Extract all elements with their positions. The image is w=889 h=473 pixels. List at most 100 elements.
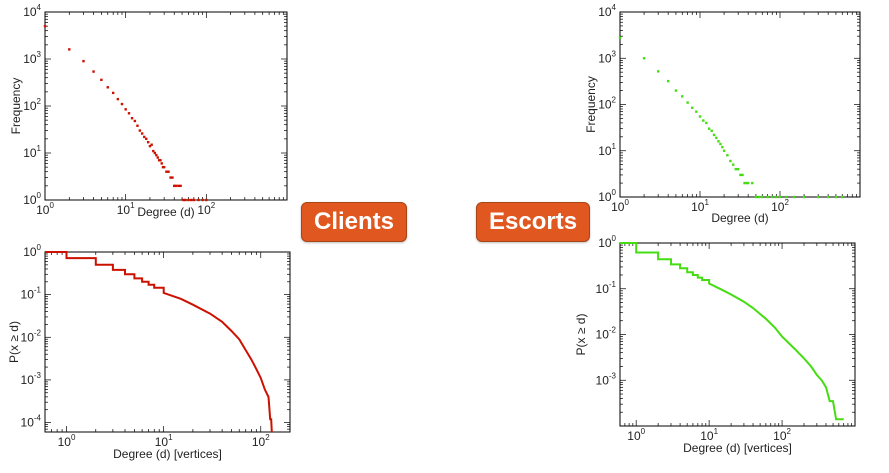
data-point <box>745 181 748 185</box>
y-tick-label: 10-2 <box>21 328 42 344</box>
data-point <box>159 159 162 162</box>
plot-frame <box>44 11 288 201</box>
data-point <box>721 145 724 149</box>
x-tick-label: 100 <box>36 201 54 217</box>
data-point <box>148 144 152 148</box>
data-point <box>778 195 782 199</box>
data-point <box>138 129 142 132</box>
plot-frame <box>619 242 856 427</box>
data-point <box>719 142 722 146</box>
y-tick-label: 10-1 <box>596 280 617 296</box>
data-point <box>100 78 103 82</box>
data-point <box>165 170 168 173</box>
data-point <box>157 159 161 162</box>
minor-ticks <box>44 11 288 201</box>
y-tick-label: 100 <box>23 191 41 207</box>
data-point <box>182 198 185 202</box>
data-point <box>133 119 137 123</box>
data-point <box>754 195 758 199</box>
data-point <box>124 108 127 111</box>
data-point <box>731 163 735 166</box>
data-point <box>686 101 689 104</box>
data-point <box>127 112 131 115</box>
data-point <box>190 198 193 202</box>
data-point <box>167 170 170 173</box>
data-point <box>150 143 153 146</box>
x-tick-label: 100 <box>627 427 645 443</box>
y-tick-label: 103 <box>598 49 616 65</box>
plot-frame <box>619 11 861 198</box>
minor-ticks <box>619 242 856 427</box>
data-point <box>841 195 844 199</box>
data-point <box>68 48 71 51</box>
data-point <box>146 140 150 144</box>
clients-ccdf-chart: 100 101 102 10-4 10-3 10-2 10-1 100 Degree (d) [… <box>7 243 291 461</box>
y-tick-label: 103 <box>23 50 41 66</box>
data-point <box>775 195 778 199</box>
y-tick-label: 102 <box>23 97 41 113</box>
x-tick-label: 100 <box>58 433 76 449</box>
x-tick-label: 101 <box>691 198 709 214</box>
x-tick-label: 102 <box>771 198 789 214</box>
data-point <box>152 149 155 153</box>
x-axis-label: Degree (d) [vertices] <box>683 441 792 455</box>
data-point <box>766 195 769 199</box>
data-point <box>106 86 109 89</box>
x-tick-label: 101 <box>700 427 718 443</box>
clients-badge: Clients <box>301 202 408 242</box>
x-tick-label: 102 <box>773 427 791 443</box>
data-point <box>201 198 204 202</box>
data-point <box>698 115 702 118</box>
series-group <box>45 251 273 433</box>
x-tick-label: 101 <box>155 433 173 449</box>
data-point <box>826 195 830 199</box>
data-point <box>734 167 737 171</box>
y-axis-label: Frequency <box>9 78 23 135</box>
data-point <box>197 198 200 202</box>
data-point <box>722 149 726 152</box>
escorts-badge: Escorts <box>476 202 591 242</box>
clients-frequency-chart: 100 101 102 100 101 102 103 104 Degree (d) Freque… <box>9 3 288 219</box>
data-point <box>642 57 646 60</box>
series-group <box>620 242 844 421</box>
x-axis-label: Degree (d) [vertices] <box>113 447 222 461</box>
data-point <box>702 119 705 122</box>
plot-frame <box>44 251 291 433</box>
data-point <box>136 124 139 127</box>
series-group <box>43 24 208 202</box>
data-point <box>705 121 708 125</box>
y-tick-label: 102 <box>598 96 616 112</box>
y-tick-label: 100 <box>598 188 616 204</box>
data-point <box>82 59 85 63</box>
y-tick-label: 100 <box>598 234 616 250</box>
data-point <box>802 195 806 199</box>
data-point <box>736 167 740 171</box>
data-point <box>712 133 716 137</box>
data-point <box>156 156 159 159</box>
data-point <box>695 110 698 113</box>
y-axis-label: Frequency <box>584 76 598 133</box>
data-point <box>681 95 684 98</box>
data-point <box>143 135 146 139</box>
data-point <box>140 132 144 135</box>
data-point <box>710 129 713 132</box>
x-tick-label: 102 <box>197 201 215 217</box>
data-point <box>184 198 187 202</box>
x-tick-label: 102 <box>252 433 270 449</box>
y-tick-label: 10-3 <box>596 371 617 387</box>
data-point <box>729 159 732 163</box>
y-tick-label: 104 <box>598 3 616 19</box>
data-point <box>739 173 742 177</box>
data-point <box>120 102 124 106</box>
data-point <box>717 140 720 143</box>
y-axis-label: P(x ≥ d) <box>7 321 21 363</box>
x-axis-label: Degree (d) <box>711 211 768 225</box>
data-point <box>160 162 163 165</box>
data-point <box>173 184 176 188</box>
data-point <box>691 106 694 109</box>
data-point <box>116 97 120 101</box>
data-point <box>192 198 196 202</box>
data-point <box>656 70 660 73</box>
data-point <box>715 136 718 140</box>
data-point <box>707 127 711 130</box>
